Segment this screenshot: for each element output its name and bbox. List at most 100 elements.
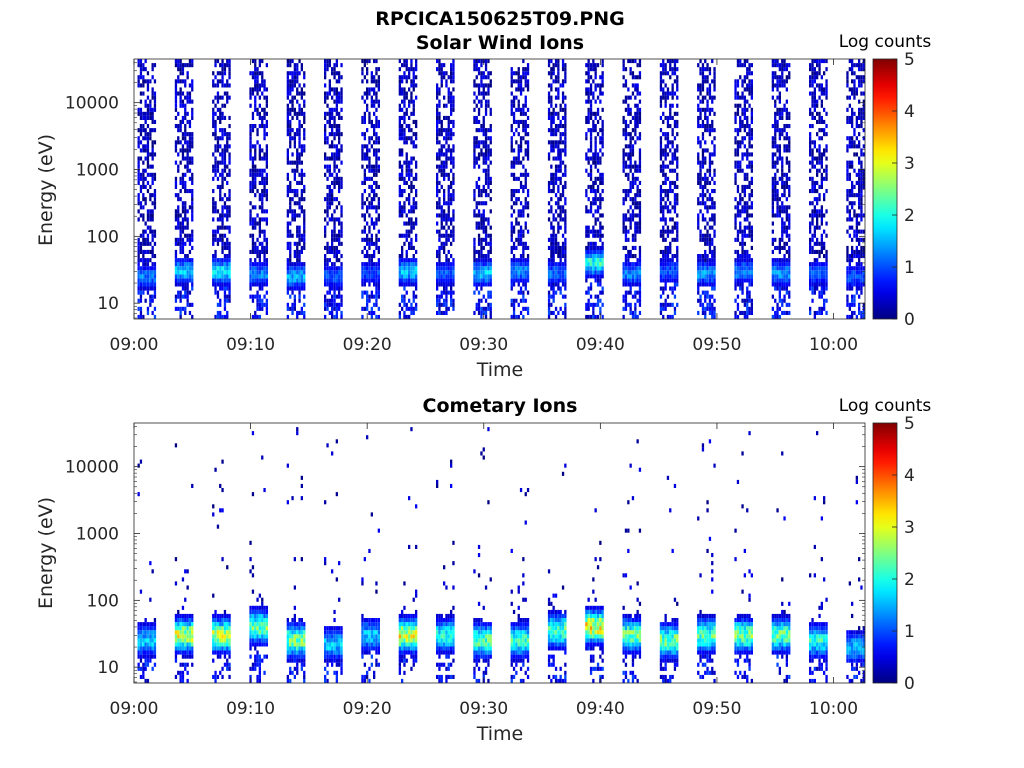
heatmap-cell (137, 282, 140, 287)
heatmap-cell (482, 91, 485, 96)
heatmap-cell (300, 176, 303, 181)
heatmap-cell (676, 164, 679, 169)
heatmap-cell (440, 164, 443, 169)
heatmap-cell (153, 233, 157, 238)
heatmap-cell (139, 176, 143, 181)
heatmap-cell (146, 152, 150, 157)
heatmap-cell (191, 286, 194, 291)
heatmap-cell (596, 107, 600, 112)
heatmap-cell (489, 294, 492, 299)
heatmap-cell (592, 233, 595, 238)
heatmap-cell (599, 270, 602, 275)
heatmap-cell (659, 278, 663, 283)
heatmap-cell (214, 119, 217, 124)
heatmap-cell (592, 201, 595, 206)
heatmap-cell (489, 160, 492, 165)
heatmap-cell (375, 156, 378, 161)
heatmap-cell (510, 266, 513, 271)
heatmap-cell (484, 144, 488, 149)
heatmap-cell (554, 103, 558, 108)
heatmap-cell (338, 132, 341, 137)
heatmap-cell (335, 245, 338, 250)
heatmap-cell (638, 249, 642, 254)
heatmap-cell (216, 225, 220, 230)
heatmap-cell (522, 290, 525, 295)
heatmap-cell (662, 67, 665, 72)
heatmap-cell (450, 79, 453, 84)
heatmap-cell (186, 156, 189, 161)
heatmap-cell (671, 254, 674, 259)
heatmap-cell (587, 233, 590, 238)
heatmap-cell (286, 262, 289, 267)
heatmap-cell (377, 136, 380, 141)
heatmap-cell (177, 278, 180, 283)
heatmap-cell (627, 290, 630, 295)
heatmap-cell (373, 189, 376, 194)
heatmap-cell (214, 148, 217, 153)
heatmap-cell (303, 270, 306, 275)
heatmap-cell (335, 124, 338, 129)
heatmap-cell (734, 160, 737, 165)
heatmap-cell (585, 79, 588, 84)
heatmap-cell (734, 91, 737, 96)
heatmap-cell (373, 254, 376, 259)
heatmap-cell (181, 217, 185, 222)
heatmap-cell (375, 79, 378, 84)
heatmap-cell (638, 201, 642, 206)
heatmap-cell (258, 270, 261, 275)
heatmap-cell (265, 217, 268, 222)
heatmap-cell (326, 258, 329, 263)
heatmap-cell (293, 111, 296, 116)
heatmap-cell (254, 176, 257, 181)
heatmap-cell (487, 164, 490, 169)
heatmap-cell (256, 274, 259, 279)
heatmap-cell (631, 176, 635, 181)
heatmap-cell (636, 258, 639, 263)
heatmap-cell (324, 233, 327, 238)
heatmap-cell (599, 83, 602, 88)
heatmap-cell (713, 67, 716, 72)
heatmap-cell (638, 205, 642, 210)
heatmap-cell (601, 286, 604, 291)
heatmap-cell (265, 270, 268, 275)
heatmap-cell (216, 99, 220, 104)
heatmap-cell (256, 302, 259, 307)
heatmap-cell (480, 249, 483, 254)
heatmap-cell (638, 111, 642, 116)
heatmap-cell (363, 63, 366, 68)
heatmap-cell (736, 148, 740, 153)
heatmap-cell (146, 286, 150, 291)
heatmap-cell (622, 168, 625, 173)
heatmap-cell (296, 225, 299, 230)
heatmap-cell (326, 59, 329, 64)
heatmap-cell (517, 258, 520, 263)
heatmap-cell (550, 148, 553, 153)
heatmap-cell (631, 91, 635, 96)
heatmap-cell (734, 87, 737, 92)
heatmap-cell (340, 107, 343, 112)
heatmap-cell (634, 221, 637, 226)
heatmap-cell (664, 176, 667, 181)
heatmap-cell (489, 241, 492, 246)
heatmap-cell (638, 266, 642, 271)
heatmap-cell (522, 294, 525, 299)
heatmap-cell (484, 258, 488, 263)
heatmap-cell (293, 278, 296, 283)
heatmap-cell (515, 217, 518, 222)
heatmap-cell (522, 282, 525, 287)
heatmap-cell (300, 144, 303, 149)
heatmap-cell (214, 282, 217, 287)
heatmap-cell (596, 274, 600, 279)
heatmap-cell (291, 213, 294, 218)
heatmap-cell (398, 233, 401, 238)
heatmap-cell (477, 270, 481, 275)
heatmap-cell (550, 71, 553, 76)
heatmap-cell (734, 128, 737, 133)
heatmap-cell (151, 294, 154, 299)
heatmap-cell (526, 270, 530, 275)
heatmap-cell (137, 258, 140, 263)
heatmap-cell (375, 107, 378, 112)
heatmap-cell (221, 286, 224, 291)
heatmap-cell (186, 71, 189, 76)
heatmap-cell (415, 75, 418, 80)
